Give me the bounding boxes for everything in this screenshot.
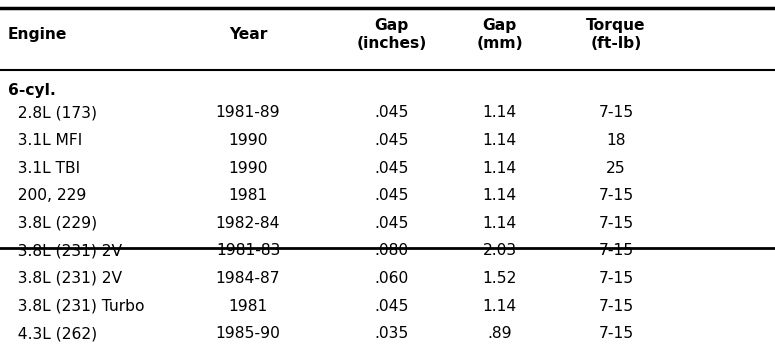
Text: 3.1L MFI: 3.1L MFI: [8, 133, 82, 148]
Text: 200, 229: 200, 229: [8, 188, 86, 203]
Text: 7-15: 7-15: [598, 105, 634, 120]
Text: 3.8L (231) Turbo: 3.8L (231) Turbo: [8, 299, 144, 313]
Text: Engine: Engine: [8, 27, 67, 42]
Text: 3.8L (231) 2V: 3.8L (231) 2V: [8, 271, 122, 286]
Text: 25: 25: [606, 161, 626, 175]
Text: 7-15: 7-15: [598, 271, 634, 286]
Text: 1.52: 1.52: [483, 271, 517, 286]
Text: Year: Year: [229, 27, 267, 42]
Text: .045: .045: [374, 133, 408, 148]
Text: 1.14: 1.14: [483, 161, 517, 175]
Text: 1981-89: 1981-89: [215, 105, 281, 120]
Text: 1981: 1981: [229, 188, 267, 203]
Text: .060: .060: [374, 271, 408, 286]
Text: 7-15: 7-15: [598, 326, 634, 341]
Text: 1984-87: 1984-87: [215, 271, 281, 286]
Text: 2.03: 2.03: [483, 243, 517, 258]
Text: 1.14: 1.14: [483, 105, 517, 120]
Text: 1.14: 1.14: [483, 216, 517, 231]
Text: .045: .045: [374, 299, 408, 313]
Text: 1985-90: 1985-90: [215, 326, 281, 341]
Text: 1990: 1990: [229, 161, 267, 175]
Text: .080: .080: [374, 243, 408, 258]
Text: 7-15: 7-15: [598, 243, 634, 258]
Text: 7-15: 7-15: [598, 216, 634, 231]
Text: 7-15: 7-15: [598, 188, 634, 203]
Text: 1.14: 1.14: [483, 188, 517, 203]
Text: 4.3L (262): 4.3L (262): [8, 326, 97, 341]
Text: .045: .045: [374, 161, 408, 175]
Text: 3.8L (231) 2V: 3.8L (231) 2V: [8, 243, 122, 258]
Text: 18: 18: [606, 133, 626, 148]
Text: Gap
(inches): Gap (inches): [356, 18, 426, 51]
Text: 1.14: 1.14: [483, 299, 517, 313]
Text: 6-cyl.: 6-cyl.: [8, 83, 56, 98]
Text: Torque
(ft-lb): Torque (ft-lb): [587, 18, 646, 51]
Text: .045: .045: [374, 188, 408, 203]
Text: .045: .045: [374, 105, 408, 120]
Text: 1981: 1981: [229, 299, 267, 313]
Text: 1990: 1990: [229, 133, 267, 148]
Text: 3.8L (229): 3.8L (229): [8, 216, 97, 231]
Text: 3.1L TBI: 3.1L TBI: [8, 161, 80, 175]
Text: 1981-83: 1981-83: [215, 243, 281, 258]
Text: .035: .035: [374, 326, 408, 341]
Text: 2.8L (173): 2.8L (173): [8, 105, 97, 120]
Text: .045: .045: [374, 216, 408, 231]
Text: 1982-84: 1982-84: [215, 216, 281, 231]
Text: 7-15: 7-15: [598, 299, 634, 313]
Text: Gap
(mm): Gap (mm): [477, 18, 523, 51]
Text: .89: .89: [487, 326, 512, 341]
Text: 1.14: 1.14: [483, 133, 517, 148]
